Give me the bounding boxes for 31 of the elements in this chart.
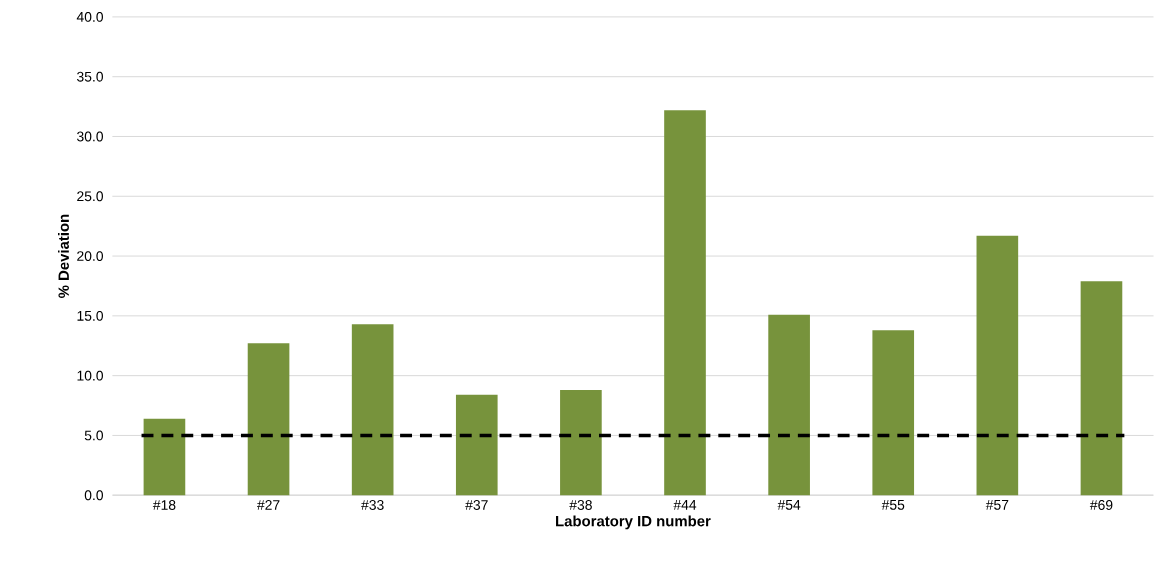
y-tick-label: 30.0 <box>76 131 104 142</box>
bar <box>455 394 498 496</box>
x-axis-title: Laboratory ID number <box>556 515 711 530</box>
bar <box>1080 281 1123 496</box>
x-tick-label: #33 <box>361 500 384 511</box>
y-axis-title: % Deviation <box>58 214 69 299</box>
bar <box>247 343 290 496</box>
x-tick-label: #37 <box>465 500 488 511</box>
x-tick-label: #54 <box>777 500 801 510</box>
x-tick-label: #69 <box>1089 500 1113 511</box>
x-tick-label: #44 <box>673 500 697 510</box>
y-tick-label: 20.0 <box>77 251 104 262</box>
y-tick-label: 35.0 <box>76 71 104 82</box>
x-tick-label: #27 <box>257 500 280 510</box>
y-tick-label: 5.0 <box>84 430 104 441</box>
bar <box>560 390 602 496</box>
bar <box>872 330 915 496</box>
y-tick-label: 40.0 <box>76 12 104 22</box>
bar <box>768 314 810 496</box>
x-tick-label: #38 <box>569 500 592 511</box>
y-tick-label: 25.0 <box>77 191 104 202</box>
y-tick-label: 0.0 <box>84 490 104 501</box>
x-tick-label: #18 <box>152 500 176 511</box>
bar <box>664 110 706 496</box>
bar <box>351 324 394 496</box>
y-tick-label: 10.0 <box>77 370 104 381</box>
x-tick-label: #57 <box>985 500 1009 510</box>
bar <box>143 418 186 496</box>
bar <box>976 235 1019 496</box>
y-tick-label: 15.0 <box>77 311 104 321</box>
x-tick-label: #55 <box>881 500 905 510</box>
